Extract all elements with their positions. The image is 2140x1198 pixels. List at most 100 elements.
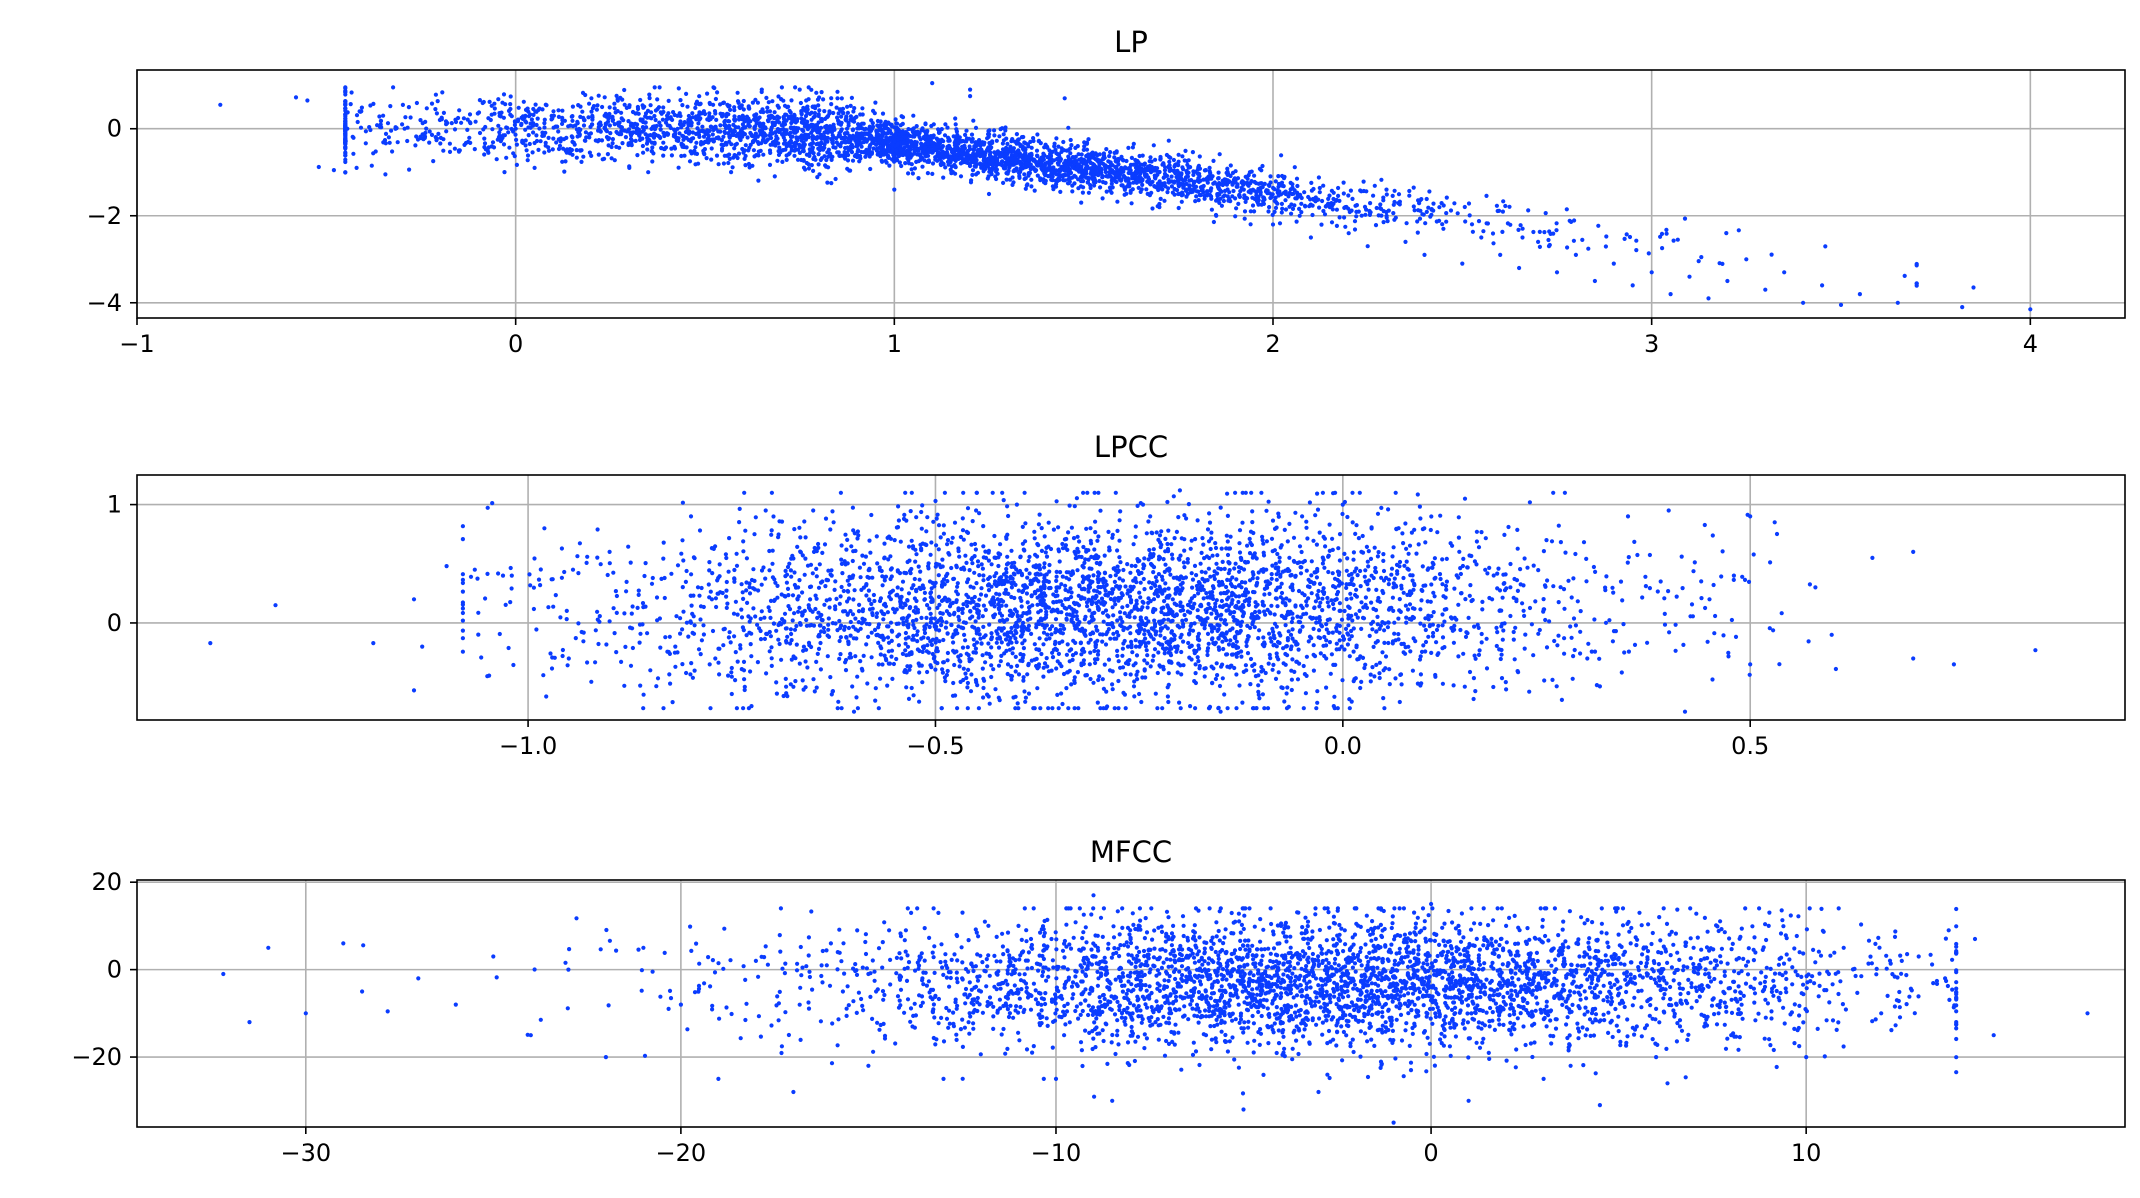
- lp-point: [772, 174, 777, 179]
- lp-point: [1352, 219, 1358, 224]
- lpcc-point: [1266, 661, 1271, 666]
- lp-point: [1166, 177, 1171, 182]
- lp-point: [677, 122, 683, 127]
- lp-point: [570, 118, 575, 123]
- lpcc-point: [809, 644, 814, 650]
- lpcc-point: [1039, 548, 1044, 554]
- lp-point: [1434, 219, 1439, 224]
- lp-point: [1237, 193, 1242, 198]
- lp-point: [1100, 196, 1105, 201]
- lp-point: [1104, 189, 1109, 194]
- lp-point: [781, 98, 786, 103]
- lpcc-point: [1156, 537, 1161, 543]
- lp-point: [1273, 195, 1278, 200]
- lp-point: [1010, 157, 1015, 162]
- lp-point: [1441, 226, 1446, 231]
- lp-point: [590, 117, 595, 122]
- lp-point: [792, 141, 797, 146]
- lp-point: [1150, 206, 1155, 211]
- lp-point: [1035, 153, 1040, 158]
- lp-point: [569, 114, 574, 119]
- lp-point: [743, 163, 748, 168]
- lpcc-point: [1522, 556, 1527, 561]
- lpcc-point: [1116, 659, 1121, 664]
- lp-point: [698, 101, 703, 106]
- lp-point: [1277, 189, 1282, 194]
- lpcc-point: [1274, 596, 1279, 601]
- lp-point: [551, 113, 557, 118]
- lp-point: [1103, 169, 1108, 175]
- lpcc-point: [1024, 567, 1029, 572]
- lp-point: [1490, 231, 1496, 236]
- lp-point: [735, 99, 741, 104]
- lpcc-point: [1106, 529, 1111, 535]
- lpcc-point: [1054, 589, 1059, 594]
- lp-point: [385, 121, 391, 126]
- lp-point: [884, 160, 889, 165]
- lp-point: [690, 111, 695, 116]
- lp-point: [1047, 161, 1052, 166]
- lp-point: [895, 127, 901, 132]
- lp-point: [1384, 213, 1389, 218]
- lpcc-point: [1420, 564, 1425, 569]
- lp-point: [807, 111, 813, 116]
- lp-point: [1166, 154, 1172, 159]
- lpcc-point: [1202, 674, 1207, 679]
- lpcc-point: [681, 609, 686, 614]
- lp-point: [1725, 278, 1730, 284]
- lpcc-point: [994, 640, 999, 645]
- lp-point: [630, 109, 636, 115]
- lp-point: [1005, 152, 1010, 157]
- lp-point: [854, 144, 859, 149]
- lp-point: [1350, 196, 1355, 201]
- lp-point: [1151, 143, 1156, 148]
- lpcc-point: [1257, 628, 1262, 633]
- lpcc-point: [1632, 539, 1637, 545]
- lp-point: [1384, 192, 1389, 197]
- lp-point: [1115, 159, 1121, 164]
- lp-point: [714, 153, 720, 158]
- lp-point: [1270, 212, 1275, 217]
- lp-point: [1516, 227, 1521, 232]
- lpcc-point: [1171, 494, 1176, 499]
- lp-point: [1053, 147, 1058, 152]
- lp-point: [414, 100, 419, 106]
- lp-point: [1032, 188, 1037, 193]
- lpcc-point: [963, 671, 968, 676]
- lp-point: [1054, 136, 1059, 141]
- lp-point: [560, 115, 565, 120]
- lp-point: [1470, 229, 1475, 234]
- lpcc-point: [1543, 617, 1548, 623]
- lp-point: [1005, 141, 1010, 146]
- lp-point: [736, 125, 741, 130]
- lpcc-point: [1480, 607, 1485, 612]
- lp-point: [723, 126, 729, 131]
- lpcc-point: [737, 506, 742, 511]
- lpcc-point: [1151, 547, 1156, 552]
- lpcc-point: [1403, 521, 1408, 526]
- lp-point: [1664, 227, 1669, 232]
- lp-point: [808, 142, 813, 147]
- lp-point: [589, 109, 594, 114]
- lp-point: [995, 171, 1000, 176]
- lp-point: [795, 157, 801, 162]
- lpcc-point: [1227, 568, 1232, 573]
- lp-point: [1115, 199, 1120, 204]
- lpcc-point: [1711, 582, 1716, 588]
- lp-point: [1630, 283, 1635, 288]
- lp-point: [526, 109, 531, 114]
- lpcc-point: [559, 575, 565, 580]
- lp-point: [1248, 181, 1253, 186]
- lp-point: [496, 123, 501, 128]
- lpcc-point: [864, 642, 869, 647]
- lpcc-point: [969, 542, 974, 547]
- lp-point: [457, 108, 462, 113]
- lp-point: [722, 153, 727, 158]
- lp-point: [1143, 174, 1148, 179]
- lp-point: [981, 169, 986, 174]
- lp-point: [1267, 205, 1272, 210]
- lpcc-point: [1483, 567, 1488, 572]
- lpcc-point: [1311, 643, 1316, 648]
- lp-point: [627, 165, 632, 170]
- lp-point: [775, 103, 780, 108]
